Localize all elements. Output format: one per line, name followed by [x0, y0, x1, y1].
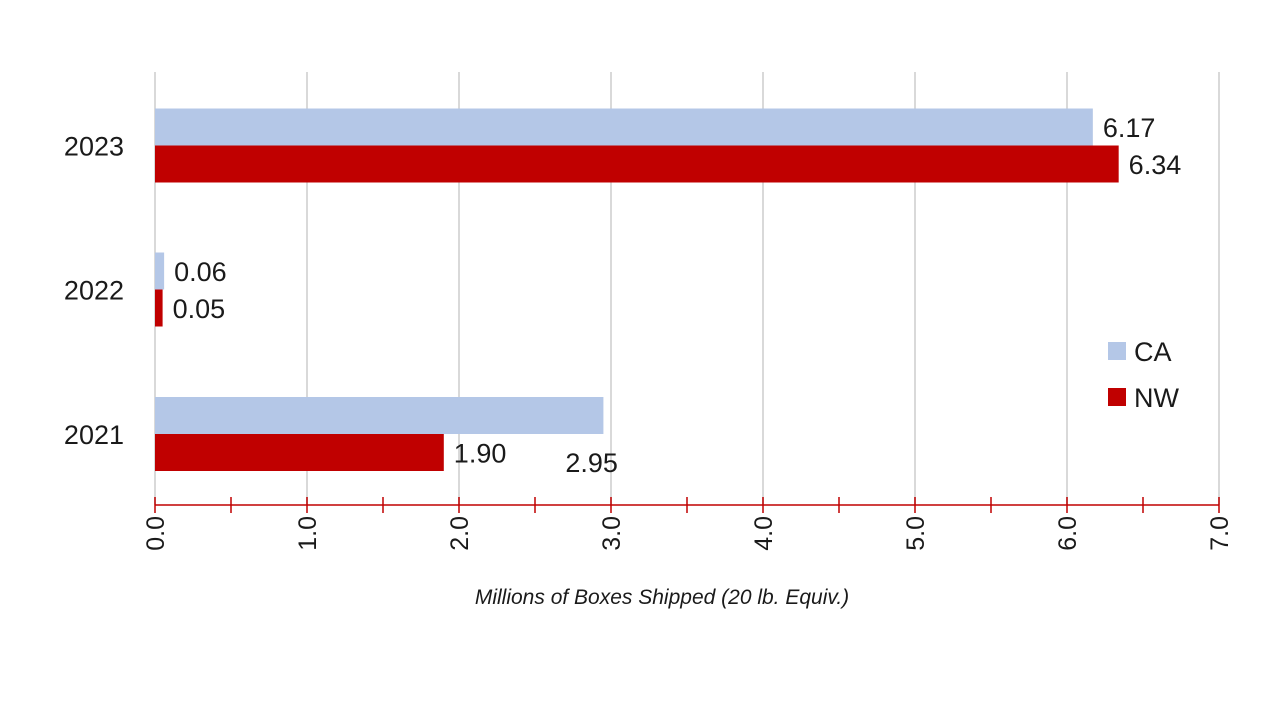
value-label-nw-2021: 1.90: [454, 439, 507, 469]
x-axis-title: Millions of Boxes Shipped (20 lb. Equiv.…: [475, 586, 849, 609]
x-tick-label-7.0: 7.0: [1206, 516, 1234, 551]
value-label-nw-2022: 0.05: [173, 294, 226, 324]
x-tick-label-1.0: 1.0: [294, 516, 322, 551]
bars: [155, 108, 1119, 471]
labels: 2021 2022 2023 2.95 1.90 0.06 0.05 6.17 6.34: [64, 113, 1181, 478]
bar-ca-2023: [155, 108, 1093, 146]
x-tick-label-2.0: 2.0: [446, 516, 474, 551]
legend-label-ca: CA: [1134, 337, 1172, 367]
category-label-2021: 2021: [64, 420, 124, 450]
x-tick-label-6.0: 6.0: [1054, 516, 1082, 551]
legend-label-nw: NW: [1134, 383, 1179, 413]
x-tick-label-0.0: 0.0: [142, 516, 170, 551]
legend-swatch-ca: [1108, 342, 1126, 360]
bar-ca-2021: [155, 397, 604, 434]
x-tick-label-3.0: 3.0: [598, 516, 626, 551]
x-tick-label-5.0: 5.0: [902, 516, 930, 551]
bar-ca-2022: [155, 252, 165, 290]
value-label-nw-2023: 6.34: [1129, 150, 1182, 180]
legend: CA NW: [1108, 337, 1179, 413]
legend-swatch-nw: [1108, 388, 1126, 406]
x-axis: 0.0 1.0 2.0 3.0 4.0 5.0 6.0 7.0: [142, 497, 1234, 551]
bar-nw-2023: [155, 145, 1119, 183]
bar-nw-2021: [155, 434, 444, 471]
category-label-2022: 2022: [64, 276, 124, 306]
value-label-ca-2021: 2.95: [565, 448, 618, 478]
x-tick-label-4.0: 4.0: [750, 516, 778, 551]
value-label-ca-2023: 6.17: [1103, 113, 1156, 143]
bar-nw-2022: [155, 289, 163, 327]
value-label-ca-2022: 0.06: [174, 257, 227, 287]
category-label-2023: 2023: [64, 132, 124, 162]
